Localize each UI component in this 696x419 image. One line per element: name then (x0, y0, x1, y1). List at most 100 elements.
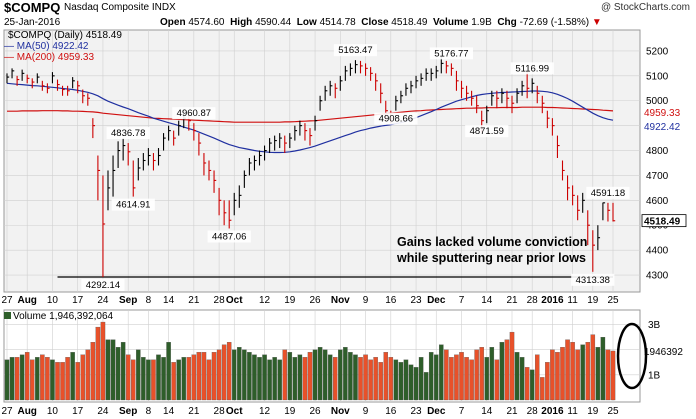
price-point-label: 5116.99 (515, 63, 549, 74)
volume-bar (545, 362, 550, 401)
volume-bar (120, 342, 126, 401)
x-tick-label: 25 (607, 295, 619, 306)
volume-bar (75, 362, 80, 401)
volume-bar (378, 362, 383, 401)
volume-bar (403, 359, 409, 401)
volume-bar (585, 342, 591, 401)
volume-bar (343, 347, 348, 401)
price-tag-bg (642, 120, 686, 133)
volume-bar (504, 339, 510, 401)
x-tick-label: 14 (481, 295, 493, 306)
volume-bar (519, 357, 525, 401)
x-tick-label: 11 (567, 406, 578, 417)
volume-bar (14, 357, 20, 401)
x-tick-label: 16 (385, 406, 397, 417)
volume-bar (166, 342, 171, 401)
volume-bars (4, 321, 616, 401)
price-point-label: 4591.18 (591, 188, 625, 199)
x-tick-label: Aug (17, 295, 36, 306)
volume-bar (287, 352, 293, 401)
volume-bar (459, 352, 464, 401)
volume-bar (171, 362, 176, 401)
price-point-label: 5163.47 (338, 45, 372, 56)
x-tick-label: 9 (363, 406, 369, 417)
price-label-bg (374, 112, 418, 125)
volume-bar (332, 357, 338, 401)
highlight-circle (616, 322, 648, 390)
x-tick-label: 24 (97, 406, 109, 417)
volume-bar (610, 350, 616, 401)
volume-bar (161, 357, 166, 401)
volume-bar (393, 359, 399, 401)
volume-bar (540, 377, 545, 401)
x-tick-label: 7 (459, 295, 465, 306)
volume-bar (211, 352, 217, 401)
volume-bar (191, 354, 197, 401)
x-tick-label: 19 (284, 295, 296, 306)
price-label-bg (106, 127, 150, 140)
volume-bar (570, 342, 575, 401)
x-tick-label: 10 (47, 406, 59, 417)
x-tick-label: 16 (385, 295, 397, 306)
price-point-label: 4960.87 (177, 108, 211, 119)
volume-bar (277, 359, 282, 401)
index-name: Nasdaq Composite INDX (64, 2, 176, 13)
volume-bar (575, 349, 580, 401)
x-tick-label: Nov (331, 295, 350, 306)
price-label-bg (429, 47, 473, 60)
x-tick-label: 27 (1, 295, 13, 306)
volume-bar (85, 349, 91, 401)
price-tick-label: 4300 (646, 271, 669, 282)
price-label-bg (510, 62, 554, 75)
volume-bar (454, 354, 459, 401)
volume-bar (413, 367, 419, 401)
volume-bar (363, 354, 368, 401)
volume-bar (469, 359, 474, 401)
down-arrow-icon: ▼ (591, 17, 602, 28)
volume-bar (358, 357, 363, 401)
price-tags: 4959.33 4922.42 4518.49 (641, 105, 687, 228)
x-tick-label: 28 (214, 406, 226, 417)
price-tick-label: 4700 (646, 171, 669, 182)
volume-bar (40, 354, 45, 401)
x-tick-label: 14 (481, 406, 493, 417)
volume-bar (565, 339, 570, 401)
volume-bar (433, 354, 439, 401)
quote-stats: Open 4574.60 High 4590.44 Low 4514.78 Cl… (160, 17, 602, 28)
x-tick-label: 12 (259, 295, 271, 306)
volume-bar (35, 357, 40, 401)
x-tick-label: 21 (188, 295, 200, 306)
volume-bar (50, 359, 55, 401)
x-tick-label: 14 (163, 406, 175, 417)
volume-bar (580, 344, 585, 401)
x-tick-label: 27 (1, 406, 13, 417)
volume-bar (560, 347, 565, 401)
volume-bar (474, 349, 479, 401)
volume-bar (292, 357, 298, 401)
x-tick-label: 21 (506, 406, 518, 417)
x-axis-labels-volume: 27 Aug 10 17 24 Sep 8 14 21 28 Oct 12 19 26 Nov 9 16 23 De… (1, 406, 619, 417)
volume-bar (383, 352, 388, 401)
x-tick-label: 26 (309, 295, 321, 306)
price-tag: 4959.33 (644, 108, 681, 119)
volume-bar (464, 357, 469, 401)
x-tick-label: 19 (587, 406, 599, 417)
price-tag: 4518.49 (644, 217, 681, 228)
volume-bar (348, 352, 353, 401)
x-tick-label: 8 (146, 295, 152, 306)
legend-volume: Volume 1,946,392,064 (4, 311, 113, 322)
x-tick-label: Oct (226, 406, 243, 417)
x-tick-label: 14 (163, 295, 175, 306)
x-tick-label: Sep (119, 406, 137, 417)
x-tick-label: 23 (410, 406, 422, 417)
volume-bar (529, 369, 535, 401)
price-axis: 4300440045004600470048004900500051005200 (646, 46, 669, 281)
volume-bar (408, 364, 414, 401)
price-tick-label: 5000 (646, 96, 669, 107)
annotation-line-2: while sputtering near prior lows (397, 251, 586, 265)
volume-bar (600, 336, 606, 401)
price-label-bg (81, 279, 125, 292)
volume-bar (388, 357, 394, 401)
volume-bar (221, 344, 227, 401)
x-tick-label: 10 (47, 295, 59, 306)
